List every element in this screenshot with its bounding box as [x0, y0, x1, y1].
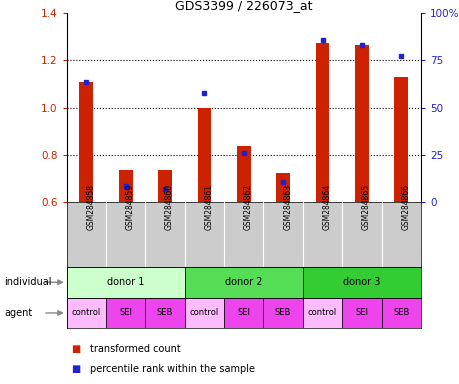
Text: agent: agent — [5, 308, 33, 318]
Bar — [276, 174, 290, 202]
Text: GSM284859: GSM284859 — [125, 184, 134, 230]
Bar — [315, 43, 329, 202]
Bar — [302, 298, 341, 328]
Text: control: control — [190, 308, 218, 318]
Text: donor 1: donor 1 — [107, 277, 144, 287]
Text: transformed count: transformed count — [90, 344, 180, 354]
Bar — [158, 170, 172, 202]
Text: SEI: SEI — [237, 308, 250, 318]
Text: GSM284858: GSM284858 — [86, 184, 95, 230]
Bar — [185, 298, 224, 328]
Bar — [185, 267, 302, 298]
Bar — [106, 298, 145, 328]
Text: donor 2: donor 2 — [224, 277, 262, 287]
Text: SEB: SEB — [274, 308, 291, 318]
Text: SEI: SEI — [355, 308, 368, 318]
Text: control: control — [72, 308, 101, 318]
Bar — [67, 267, 185, 298]
Text: GSM284865: GSM284865 — [361, 184, 370, 230]
Title: GDS3399 / 226073_at: GDS3399 / 226073_at — [175, 0, 312, 12]
Bar — [118, 170, 132, 202]
Text: GSM284860: GSM284860 — [165, 184, 174, 230]
Bar — [381, 298, 420, 328]
Bar — [197, 108, 211, 202]
Bar — [145, 298, 185, 328]
Text: GSM284862: GSM284862 — [243, 184, 252, 230]
Text: ■: ■ — [71, 364, 80, 374]
Text: control: control — [307, 308, 336, 318]
Bar — [341, 298, 381, 328]
Bar — [224, 298, 263, 328]
Bar — [302, 267, 420, 298]
Text: GSM284866: GSM284866 — [400, 184, 409, 230]
Text: SEB: SEB — [392, 308, 409, 318]
Text: percentile rank within the sample: percentile rank within the sample — [90, 364, 254, 374]
Text: GSM284863: GSM284863 — [283, 184, 291, 230]
Bar — [67, 298, 106, 328]
Bar — [263, 298, 302, 328]
Text: ■: ■ — [71, 344, 80, 354]
Text: SEB: SEB — [157, 308, 173, 318]
Text: GSM284861: GSM284861 — [204, 184, 213, 230]
Bar — [354, 45, 368, 202]
Bar — [236, 146, 250, 202]
Text: GSM284864: GSM284864 — [322, 184, 331, 230]
Text: individual: individual — [5, 277, 52, 287]
Bar — [79, 82, 93, 202]
Text: SEI: SEI — [119, 308, 132, 318]
Text: donor 3: donor 3 — [342, 277, 380, 287]
Bar — [393, 77, 407, 202]
